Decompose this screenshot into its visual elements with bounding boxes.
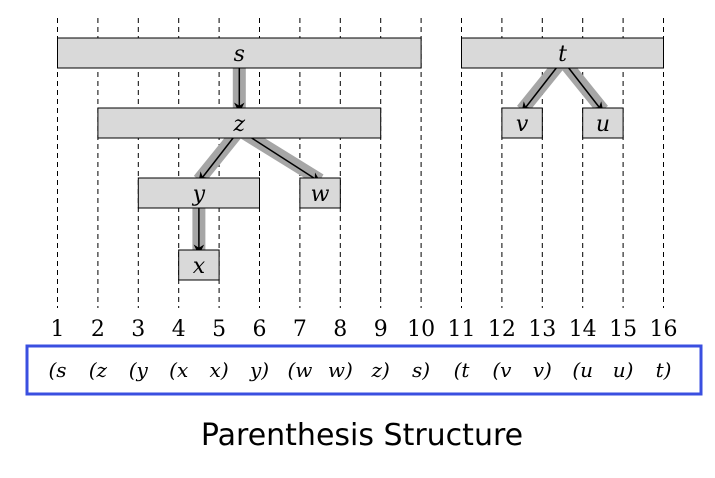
parenthesis-token: (x (169, 358, 188, 382)
edge-arrow-t-v (521, 59, 564, 113)
parenthesis-sequence: (s (z (y (x x) y) (w w) z) s) (t (v v) (u u) t) (48, 358, 671, 382)
interval-box-v (501, 107, 543, 139)
interval-label-s: s (234, 42, 245, 67)
parenthesis-token: (w (287, 358, 312, 382)
parenthesis-token: (z (89, 358, 108, 382)
edge-arrow-t-u (561, 59, 604, 113)
tick-number-14: 14 (569, 317, 597, 342)
parenthesis-sequence-box (25, 344, 703, 396)
interval-box-z (97, 107, 382, 139)
interval-boxes: s z y x w t v u (57, 37, 664, 281)
tick-number-3: 3 (131, 317, 145, 342)
tick-number-11: 11 (448, 317, 476, 342)
interval-box-t (461, 37, 664, 69)
time-axis-numbers: 1 2 3 4 5 6 7 8 9 10 11 12 13 14 15 16 (51, 317, 678, 342)
parenthesis-token: (t (454, 358, 471, 382)
parenthesis-token: y) (249, 358, 269, 382)
interval-label-v: v (516, 112, 529, 137)
tick-number-15: 15 (609, 317, 637, 342)
tick-number-5: 5 (212, 317, 226, 342)
interval-label-z: z (233, 112, 246, 137)
tick-number-12: 12 (488, 317, 516, 342)
interval-box-y (137, 177, 260, 209)
tick-number-16: 16 (650, 317, 678, 342)
interval-label-y: y (192, 182, 206, 207)
tick-number-9: 9 (374, 317, 388, 342)
tick-number-6: 6 (253, 317, 267, 342)
parenthesis-token: (u (572, 358, 593, 382)
interval-box-w (299, 177, 341, 209)
parenthesis-token: v) (533, 358, 552, 382)
diagram-caption: Parenthesis Structure (201, 418, 523, 453)
tick-number-1: 1 (51, 317, 65, 342)
interval-box-x (178, 249, 220, 281)
tick-number-8: 8 (333, 317, 347, 342)
parenthesis-token: (v (492, 358, 512, 382)
tick-number-2: 2 (91, 317, 105, 342)
interval-label-t: t (558, 42, 567, 67)
parenthesis-token: w) (328, 358, 353, 382)
tick-number-7: 7 (293, 317, 307, 342)
interval-label-u: u (596, 112, 610, 137)
interval-label-w: w (311, 182, 330, 207)
parenthesis-token: t) (656, 358, 672, 382)
parenthesis-token: (s (48, 358, 66, 382)
tick-number-13: 13 (528, 317, 556, 342)
parenthesis-token: s) (412, 358, 430, 382)
parenthesis-token: z) (371, 358, 390, 382)
tick-number-10: 10 (407, 317, 435, 342)
tick-number-4: 4 (172, 317, 186, 342)
parenthesis-token: x) (210, 358, 229, 382)
interval-box-u (582, 107, 624, 139)
interval-box-s (57, 37, 422, 69)
edge-arrow-z-w (238, 129, 321, 183)
edge-arrow-z-y (198, 129, 240, 183)
parenthesis-token: u) (613, 358, 634, 382)
interval-label-x: x (193, 254, 206, 279)
parenthesis-token: (y (129, 358, 149, 382)
